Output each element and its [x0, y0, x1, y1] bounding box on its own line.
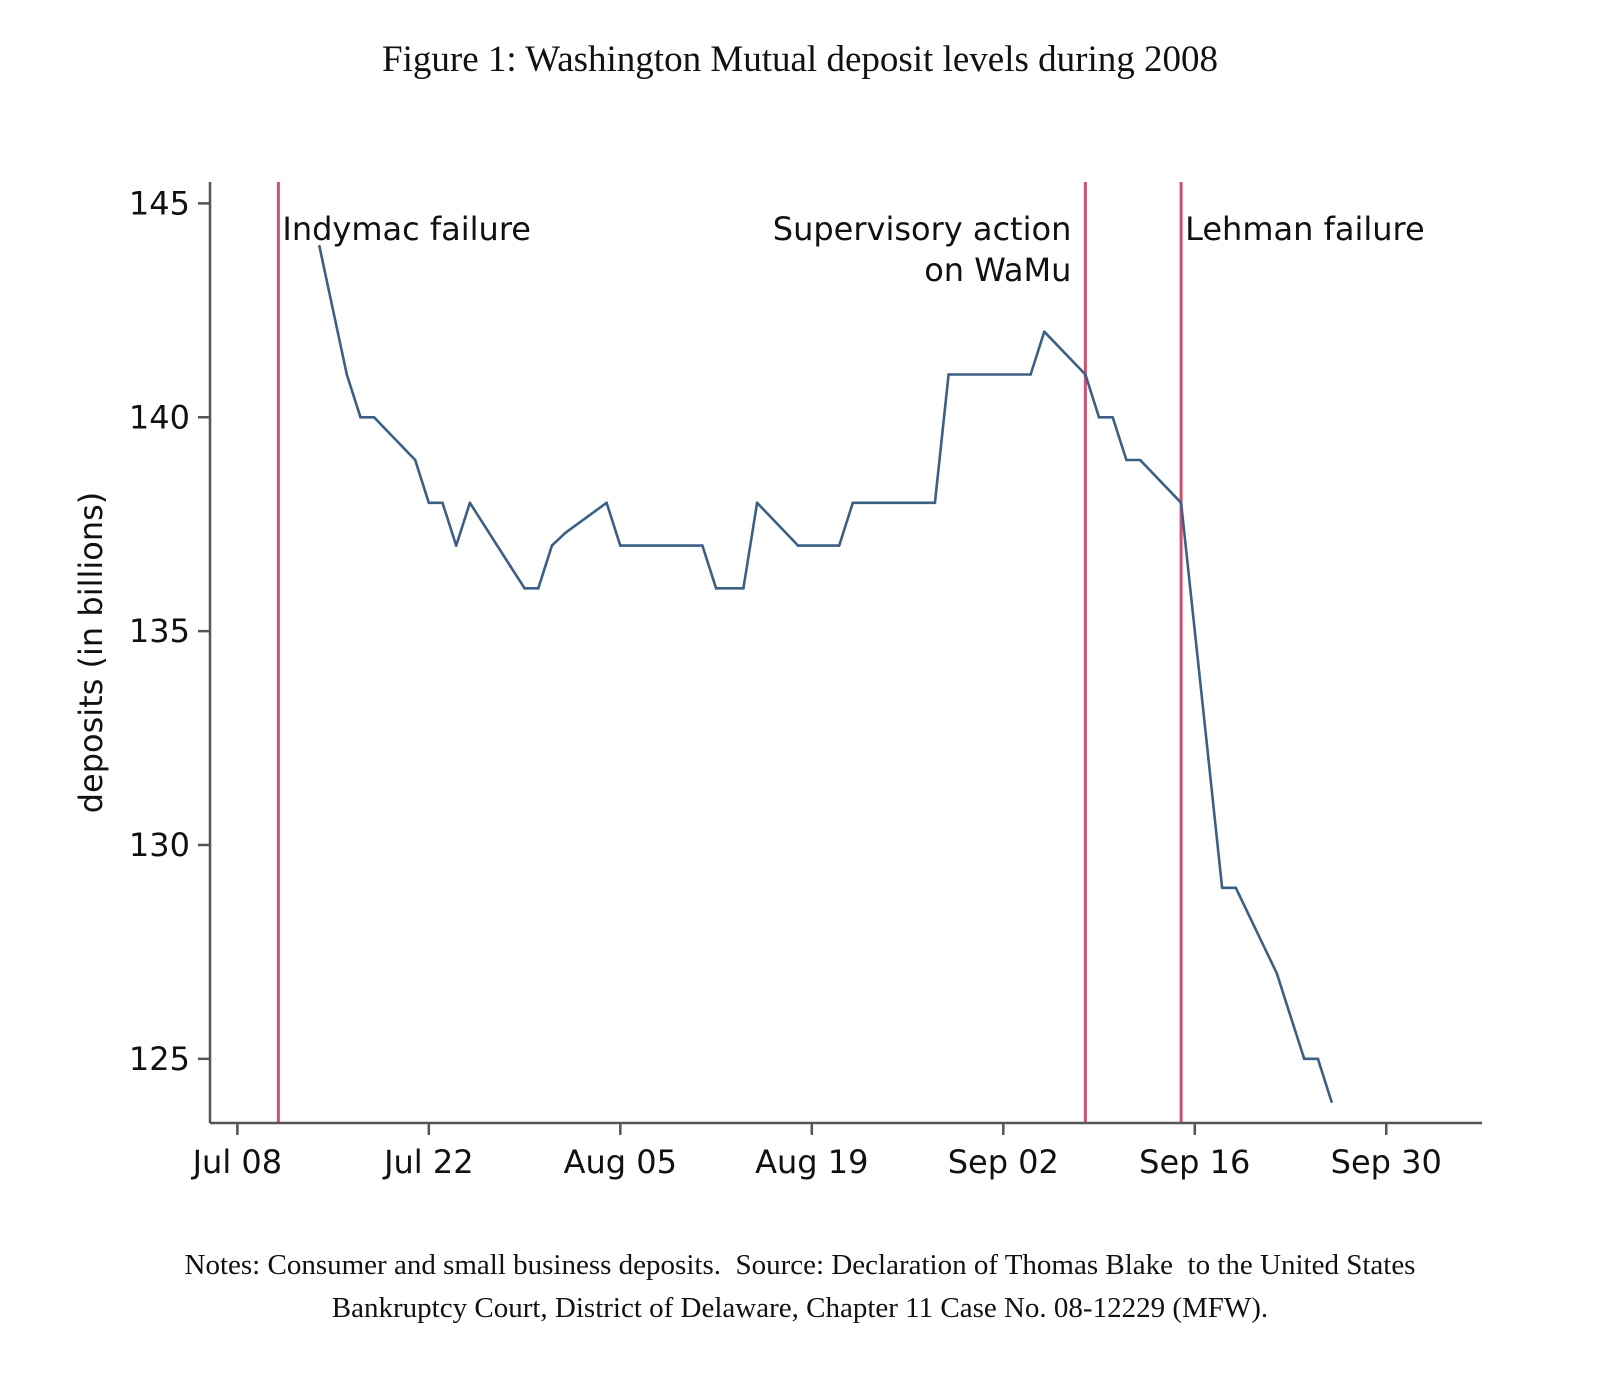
data-point	[605, 501, 608, 505]
data-point	[509, 565, 513, 569]
data-point	[1302, 1057, 1306, 1061]
y-axis-label: deposits (in billions)	[72, 492, 110, 814]
data-point	[1234, 886, 1238, 890]
event-lines	[276, 182, 1183, 1123]
notes-line-1: Notes: Consumer and small business depos…	[184, 1249, 1416, 1281]
data-point	[536, 587, 540, 590]
data-point	[1275, 971, 1279, 975]
line-chart: 125 130 135 140 145 Jul 08 Jul 22 Aug 05 Aug 19 S…	[72, 182, 1482, 1181]
data-point	[1029, 373, 1032, 376]
event-label: Indymac failure	[282, 210, 531, 248]
data-point	[1193, 629, 1197, 633]
event-label: Lehman failure	[1185, 210, 1425, 248]
data-point	[1207, 758, 1210, 761]
data-point	[359, 415, 362, 419]
data-point	[796, 544, 800, 547]
data-point	[742, 587, 745, 590]
notes-line-2: Bankruptcy Court, District of Delaware, …	[331, 1292, 1269, 1324]
data-point	[714, 587, 718, 590]
x-tick-label: Aug 19	[755, 1143, 868, 1181]
y-tick-label: 125	[129, 1040, 190, 1078]
event-label: Supervisory action	[773, 210, 1072, 248]
data-point	[1111, 415, 1115, 419]
axes: 125 130 135 140 145 Jul 08 Jul 22 Aug 05 Aug 19 S…	[129, 182, 1482, 1181]
x-tick-label: Sep 02	[948, 1143, 1059, 1181]
x-tick-label: Sep 16	[1139, 1143, 1250, 1181]
data-point	[851, 501, 855, 505]
data-point	[564, 531, 567, 535]
data-point	[701, 544, 704, 547]
figure-title: Figure 1: Washington Mutual deposit leve…	[382, 39, 1218, 80]
data-point	[1084, 373, 1087, 376]
data-point	[468, 501, 472, 505]
data-point	[427, 501, 431, 505]
y-tick-label: 135	[129, 612, 190, 650]
data-point	[1289, 1014, 1292, 1018]
data-point	[1125, 458, 1128, 462]
deposits-series-line	[318, 245, 1333, 1102]
data-point	[619, 544, 622, 547]
series-layer	[318, 244, 1333, 1103]
data-point	[1316, 1057, 1320, 1061]
data-point	[1043, 330, 1046, 334]
data-point	[1330, 1100, 1333, 1103]
data-point	[1097, 415, 1101, 419]
data-point	[318, 244, 321, 248]
data-point	[441, 501, 444, 505]
data-point	[933, 501, 937, 505]
data-point	[523, 587, 526, 590]
event-label: on WaMu	[924, 251, 1071, 289]
x-tick-label: Jul 08	[191, 1143, 283, 1181]
data-point	[413, 458, 417, 462]
data-point	[1179, 501, 1183, 505]
y-tick-label: 145	[129, 184, 190, 222]
x-tick-label: Sep 30	[1331, 1143, 1442, 1181]
data-point	[372, 415, 376, 419]
data-point	[755, 501, 759, 505]
y-tick-label: 140	[129, 398, 190, 436]
data-point	[550, 544, 554, 547]
data-point	[454, 544, 458, 547]
data-point	[947, 373, 950, 376]
data-point	[1138, 458, 1142, 462]
x-tick-label: Jul 22	[382, 1143, 474, 1181]
data-point	[837, 544, 841, 547]
data-point	[345, 373, 349, 376]
figure-notes: Notes: Consumer and small business depos…	[0, 1244, 1600, 1330]
chart-panel: 125 130 135 140 145 Jul 08 Jul 22 Aug 05 Aug 19 S…	[20, 140, 1560, 1240]
y-tick-label: 130	[129, 826, 190, 864]
data-point	[1220, 886, 1224, 890]
x-tick-label: Aug 05	[564, 1143, 677, 1181]
